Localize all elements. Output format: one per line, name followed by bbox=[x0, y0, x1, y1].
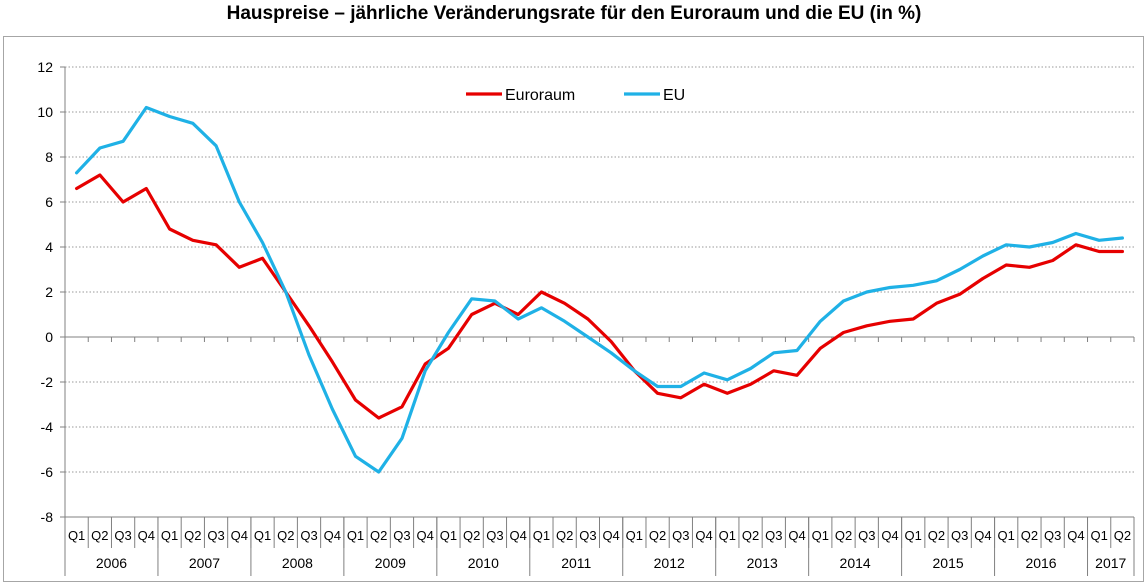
year-label: 2009 bbox=[375, 555, 406, 571]
y-tick-label: 4 bbox=[45, 239, 53, 255]
quarter-label: Q2 bbox=[370, 528, 387, 543]
quarter-label: Q1 bbox=[626, 528, 643, 543]
axes bbox=[60, 66, 1135, 576]
quarter-label: Q3 bbox=[207, 528, 224, 543]
quarter-label: Q3 bbox=[300, 528, 317, 543]
legend-label-eu: EU bbox=[663, 87, 685, 104]
series-line-eu bbox=[74, 105, 1125, 474]
quarter-label: Q2 bbox=[463, 528, 480, 543]
quarter-label: Q4 bbox=[138, 528, 155, 543]
chart-frame bbox=[3, 36, 1144, 582]
quarter-label: Q2 bbox=[928, 528, 945, 543]
legend-label-euroraum: Euroraum bbox=[505, 87, 575, 104]
y-tick-label: -4 bbox=[41, 419, 54, 435]
year-label: 2017 bbox=[1095, 555, 1126, 571]
quarter-label: Q3 bbox=[672, 528, 689, 543]
quarter-label: Q2 bbox=[184, 528, 201, 543]
quarter-label: Q4 bbox=[231, 528, 248, 543]
quarter-label: Q1 bbox=[254, 528, 271, 543]
quarter-label: Q4 bbox=[417, 528, 434, 543]
y-tick-label: 2 bbox=[45, 284, 53, 300]
y-tick-label: 12 bbox=[37, 59, 53, 75]
quarter-label: Q1 bbox=[68, 528, 85, 543]
quarter-label: Q3 bbox=[486, 528, 503, 543]
quarter-label: Q3 bbox=[765, 528, 782, 543]
quarter-label: Q1 bbox=[719, 528, 736, 543]
year-label: 2010 bbox=[468, 555, 499, 571]
y-tick-label: 0 bbox=[45, 329, 53, 345]
quarter-label: Q4 bbox=[1067, 528, 1084, 543]
y-tick-label: 6 bbox=[45, 194, 53, 210]
quarter-label: Q4 bbox=[881, 528, 898, 543]
year-label: 2008 bbox=[282, 555, 313, 571]
quarter-label: Q4 bbox=[602, 528, 619, 543]
series-line-euroraum bbox=[74, 173, 1125, 420]
year-label: 2013 bbox=[747, 555, 778, 571]
quarter-label: Q4 bbox=[695, 528, 712, 543]
quarter-label: Q3 bbox=[393, 528, 410, 543]
quarter-label: Q2 bbox=[277, 528, 294, 543]
year-label: 2007 bbox=[189, 555, 220, 571]
y-tick-labels: 12 10 8 6 4 2 0 -2 -4 -6 -8 bbox=[37, 59, 53, 525]
quarter-label: Q2 bbox=[1114, 528, 1131, 543]
series-lines bbox=[74, 105, 1125, 474]
legend: Euroraum EU bbox=[466, 87, 685, 104]
year-label: 2015 bbox=[933, 555, 964, 571]
quarter-label: Q1 bbox=[440, 528, 457, 543]
y-tick-label: -2 bbox=[41, 374, 54, 390]
quarter-label: Q1 bbox=[905, 528, 922, 543]
y-tick-label: -8 bbox=[41, 509, 54, 525]
year-label: 2006 bbox=[96, 555, 127, 571]
quarter-label: Q1 bbox=[347, 528, 364, 543]
quarter-label: Q1 bbox=[161, 528, 178, 543]
quarter-label: Q1 bbox=[1090, 528, 1107, 543]
quarter-label: Q3 bbox=[858, 528, 875, 543]
quarter-label: Q3 bbox=[951, 528, 968, 543]
quarter-label: Q3 bbox=[1044, 528, 1061, 543]
quarter-label: Q1 bbox=[998, 528, 1015, 543]
quarter-label: Q2 bbox=[835, 528, 852, 543]
quarter-label: Q2 bbox=[556, 528, 573, 543]
gridlines bbox=[65, 66, 1134, 473]
quarter-label: Q4 bbox=[788, 528, 805, 543]
year-label: 2014 bbox=[840, 555, 871, 571]
quarter-label: Q1 bbox=[812, 528, 829, 543]
year-label: 2011 bbox=[561, 555, 591, 571]
quarter-label: Q2 bbox=[1021, 528, 1038, 543]
quarter-label: Q3 bbox=[114, 528, 131, 543]
quarter-label: Q1 bbox=[533, 528, 550, 543]
y-tick-label: 8 bbox=[45, 149, 53, 165]
year-label: 2012 bbox=[654, 555, 685, 571]
quarter-label: Q4 bbox=[974, 528, 991, 543]
y-tick-label: 10 bbox=[37, 104, 53, 120]
chart-title: Hauspreise – jährliche Veränderungsrate … bbox=[226, 3, 922, 24]
quarter-label: Q4 bbox=[509, 528, 526, 543]
quarter-label: Q3 bbox=[579, 528, 596, 543]
quarter-label: Q4 bbox=[324, 528, 341, 543]
x-tick-labels: Q1 Q2 Q3 Q4 Q1 Q2 Q3 Q4 Q1 Q2 Q3 Q4 Q1 Q2 Q3 Q4 Q1 Q2 Q3 Q4… bbox=[68, 528, 1131, 571]
year-label: 2016 bbox=[1025, 555, 1056, 571]
quarter-label: Q2 bbox=[91, 528, 108, 543]
quarter-label: Q2 bbox=[742, 528, 759, 543]
quarter-label: Q2 bbox=[649, 528, 666, 543]
y-tick-label: -6 bbox=[41, 464, 54, 480]
